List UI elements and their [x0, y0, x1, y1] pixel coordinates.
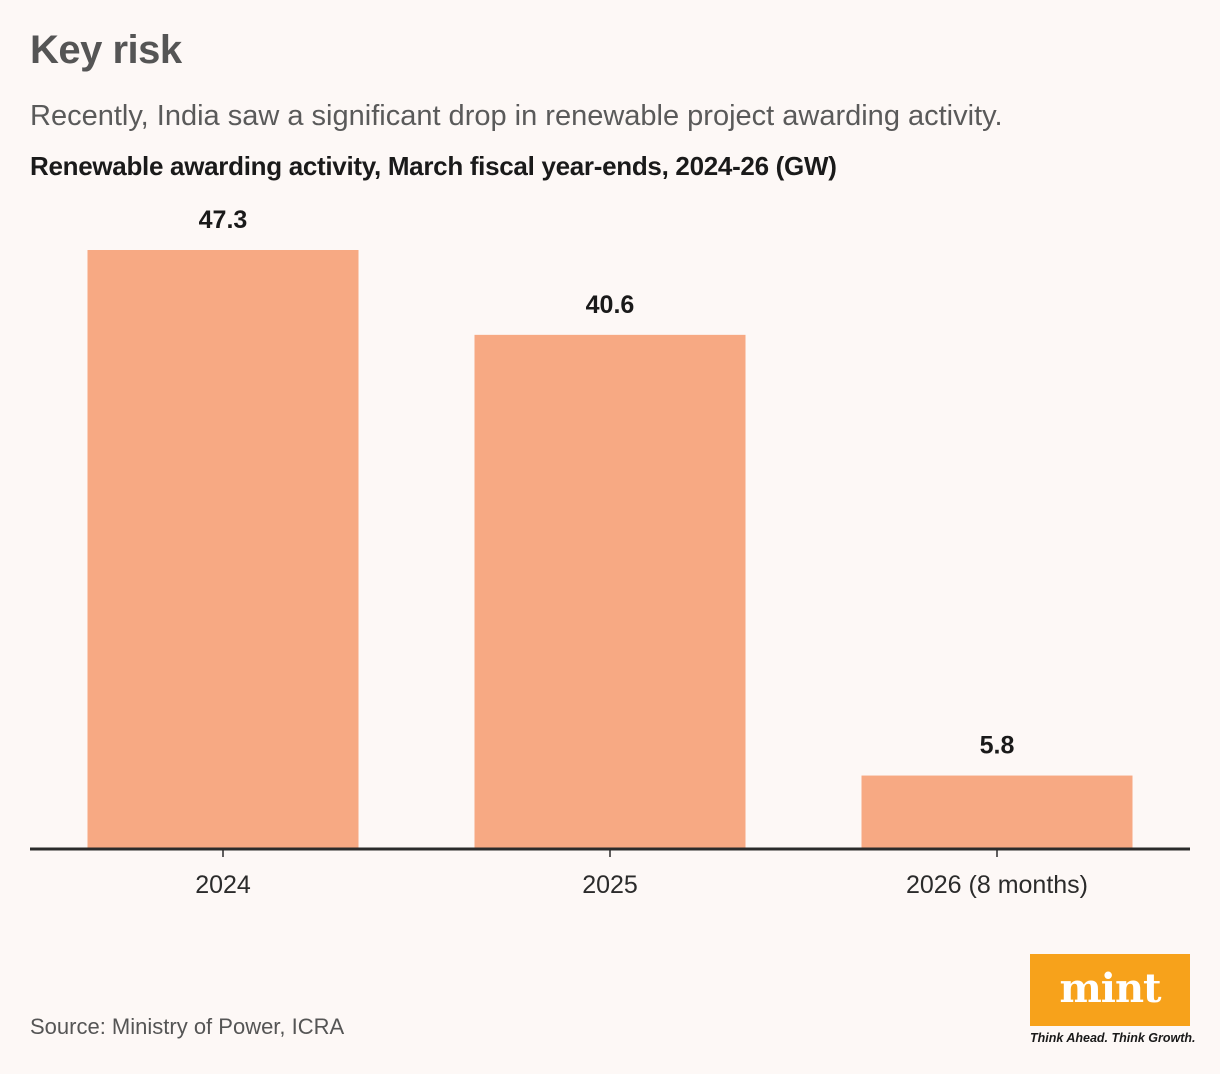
- mint-logo: mint Think Ahead. Think Growth.: [1030, 954, 1196, 1045]
- chart-heading: Renewable awarding activity, March fisca…: [30, 151, 837, 181]
- logo-wordmark: mint: [1059, 964, 1161, 1012]
- data-label: 40.6: [586, 291, 635, 319]
- x-tick-label: 2025: [582, 871, 638, 899]
- source-note: Source: Ministry of Power, ICRA: [30, 1014, 345, 1039]
- chart-title: Key risk: [30, 28, 182, 72]
- x-tick-label: 2026 (8 months): [906, 871, 1088, 899]
- bar-2024: [87, 250, 359, 849]
- x-tick-label: 2024: [195, 871, 251, 899]
- chart-subtitle: Recently, India saw a significant drop i…: [30, 100, 1003, 132]
- bar-2026 (8 months): [861, 775, 1133, 849]
- data-label: 47.3: [199, 206, 248, 234]
- bar-2025: [474, 334, 746, 849]
- logo-tagline: Think Ahead. Think Growth.: [1030, 1031, 1196, 1045]
- data-label: 5.8: [980, 732, 1015, 760]
- logo-box: mint: [1030, 954, 1190, 1026]
